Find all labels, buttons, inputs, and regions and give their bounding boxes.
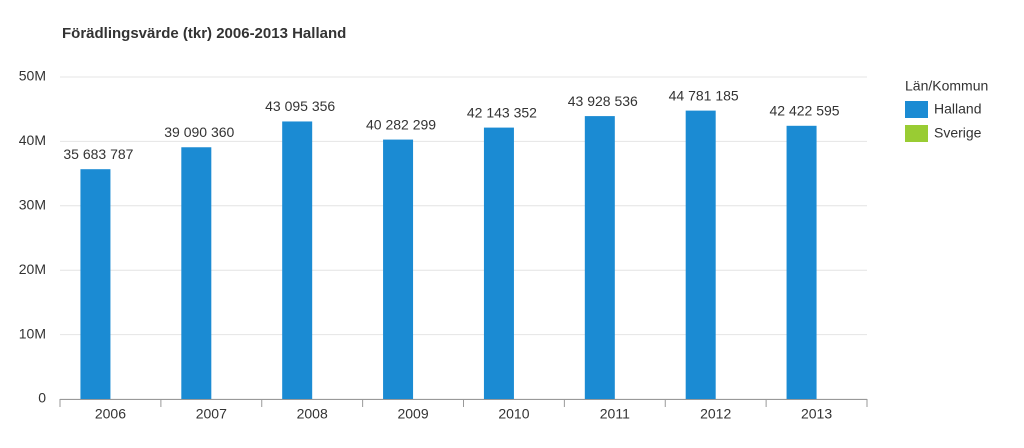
- value-label: 40 282 299: [366, 116, 436, 132]
- value-label: 43 095 356: [265, 98, 335, 114]
- x-tick-label: 2012: [700, 406, 731, 422]
- value-label: 35 683 787: [63, 146, 133, 162]
- x-tick-label: 2010: [498, 406, 529, 422]
- y-tick-label: 50M: [19, 68, 46, 84]
- bar: [685, 110, 716, 400]
- legend-label: Halland: [934, 101, 981, 117]
- bar: [80, 169, 111, 399]
- y-tick-label: 20M: [19, 261, 46, 277]
- chart-title: Förädlingsvärde (tkr) 2006-2013 Halland: [62, 25, 346, 42]
- x-tick-label: 2008: [297, 406, 328, 422]
- legend-swatch: [905, 101, 928, 118]
- y-tick-label: 40M: [19, 132, 46, 148]
- value-label: 39 090 360: [164, 124, 234, 140]
- bar: [584, 116, 615, 400]
- value-label: 44 781 185: [669, 87, 739, 103]
- y-tick-label: 10M: [19, 325, 46, 341]
- bar: [786, 125, 817, 399]
- x-tick-label: 2007: [196, 406, 227, 422]
- y-tick-label: 30M: [19, 197, 46, 213]
- bar: [483, 127, 514, 400]
- value-label: 42 143 352: [467, 104, 537, 120]
- x-tick-label: 2011: [600, 406, 630, 422]
- legend-title: Län/Kommun: [905, 78, 988, 94]
- x-tick-label: 2006: [95, 406, 126, 422]
- x-tick-label: 2013: [801, 406, 832, 422]
- x-tick-label: 2009: [397, 406, 428, 422]
- bar: [383, 139, 414, 399]
- bar: [282, 121, 313, 399]
- value-label: 43 928 536: [568, 93, 638, 109]
- legend-label: Sverige: [934, 125, 982, 141]
- value-label: 42 422 595: [770, 103, 840, 119]
- y-tick-label: 0: [38, 390, 46, 406]
- bar: [181, 147, 212, 399]
- legend-swatch: [905, 125, 928, 142]
